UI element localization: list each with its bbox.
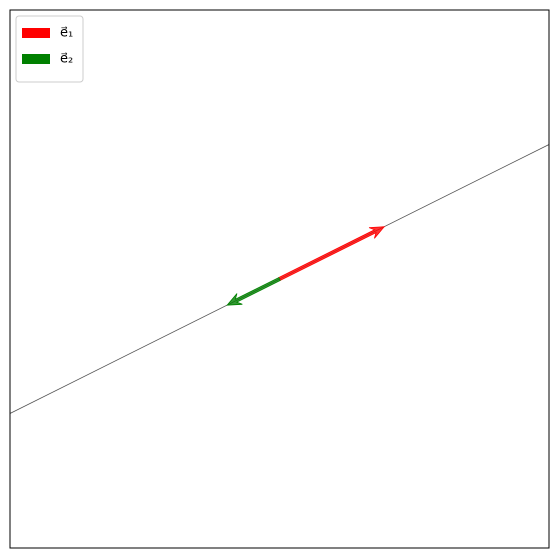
legend-label: e⃗₂ bbox=[60, 52, 73, 67]
legend-swatch bbox=[22, 28, 50, 38]
vector-arrow bbox=[278, 226, 386, 281]
vector-arrow bbox=[226, 277, 281, 306]
legend-label: e⃗₁ bbox=[60, 26, 73, 41]
axes-frame bbox=[9, 9, 550, 549]
legend-swatch bbox=[22, 54, 50, 64]
